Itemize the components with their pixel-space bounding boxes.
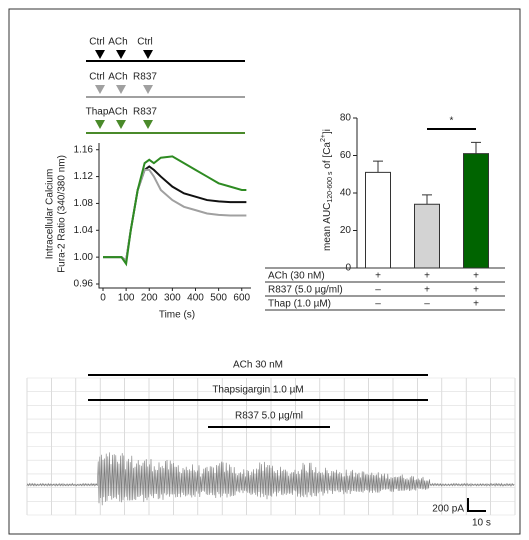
table-cell: – (375, 285, 381, 296)
chart-paper (27, 378, 515, 515)
table-cell: + (375, 271, 381, 282)
bar (366, 172, 391, 268)
y-axis-label: Fura-2 Ratio (340/380 nm) (57, 155, 68, 273)
protocol-label: R837 (133, 107, 157, 118)
y-axis-label: mean AUC120-600 s of [Ca2+]i (320, 129, 334, 251)
protocol-label: Thap (86, 107, 109, 118)
drug-label: Thapsigargin 1.0 µM (212, 385, 303, 396)
x-axis-label: Time (s) (159, 310, 195, 321)
y-axis-label-part: of [Ca (322, 142, 333, 172)
scale-label: 200 pA (432, 504, 464, 515)
table-cell: + (473, 271, 479, 282)
protocol-label: ACh (108, 37, 127, 48)
bar (464, 154, 489, 268)
table-cell: + (473, 285, 479, 296)
y-axis-label-part: 120-600 s (327, 171, 334, 203)
y-axis-label-part: mean AUC (322, 203, 333, 251)
bar (415, 204, 440, 268)
protocol-arrow (95, 120, 105, 129)
x-tick-label: 200 (141, 293, 158, 304)
protocol-label: Ctrl (137, 37, 153, 48)
y-axis-label-part: 2+ (320, 134, 327, 142)
frame (9, 9, 520, 534)
line-series (103, 170, 246, 261)
protocol-label: R837 (133, 72, 157, 83)
protocol-label: Ctrl (89, 37, 105, 48)
protocol-label: ACh (108, 72, 127, 83)
x-tick-label: 100 (118, 293, 135, 304)
protocol-arrow (143, 120, 153, 129)
drug-label: R837 5.0 µg/ml (235, 411, 303, 422)
y-tick-label: 1.04 (74, 225, 94, 236)
y-tick-label: 1.08 (74, 198, 94, 209)
protocol-label: Ctrl (89, 72, 105, 83)
y-axis-label-part: ]i (322, 129, 333, 134)
y-tick-label: 1.12 (74, 171, 94, 182)
y-tick-label: 60 (340, 150, 352, 161)
y-tick-label: 0.96 (74, 279, 94, 290)
protocol-arrow (116, 85, 126, 94)
table-cell: + (473, 299, 479, 310)
line-series (103, 156, 246, 263)
table-cell: Thap (1.0 µM) (268, 299, 331, 310)
y-tick-label: 1.16 (74, 144, 94, 155)
x-tick-label: 500 (210, 293, 227, 304)
protocol-arrow (95, 50, 105, 59)
line-series (103, 167, 246, 261)
protocol-arrow (116, 120, 126, 129)
y-axis-label: Intracellular Calcium (45, 169, 56, 260)
table-cell: – (375, 299, 381, 310)
table-cell: ACh (30 nM) (268, 271, 325, 282)
protocol-arrow (143, 50, 153, 59)
table-cell: R837 (5.0 µg/ml) (268, 285, 343, 296)
protocol-label: ACh (108, 107, 127, 118)
x-tick-label: 400 (187, 293, 204, 304)
x-tick-label: 300 (164, 293, 181, 304)
table-cell: + (424, 271, 430, 282)
protocol-arrow (116, 50, 126, 59)
significance-star: * (450, 116, 454, 127)
y-tick-label: 80 (340, 113, 352, 124)
protocol-arrow (143, 85, 153, 94)
table-cell: – (424, 299, 430, 310)
y-tick-label: 1.00 (74, 252, 94, 263)
protocol-arrow (95, 85, 105, 94)
drug-label: ACh 30 nM (233, 360, 283, 371)
scale-label: 10 s (472, 518, 491, 529)
y-tick-label: 40 (340, 188, 352, 199)
table-cell: + (424, 285, 430, 296)
figure: CtrlAChCtrlCtrlAChR837ThapAChR8370.961.0… (0, 0, 529, 540)
x-tick-label: 0 (100, 293, 106, 304)
y-tick-label: 20 (340, 225, 352, 236)
scale-bar (468, 498, 486, 511)
x-tick-label: 600 (233, 293, 250, 304)
